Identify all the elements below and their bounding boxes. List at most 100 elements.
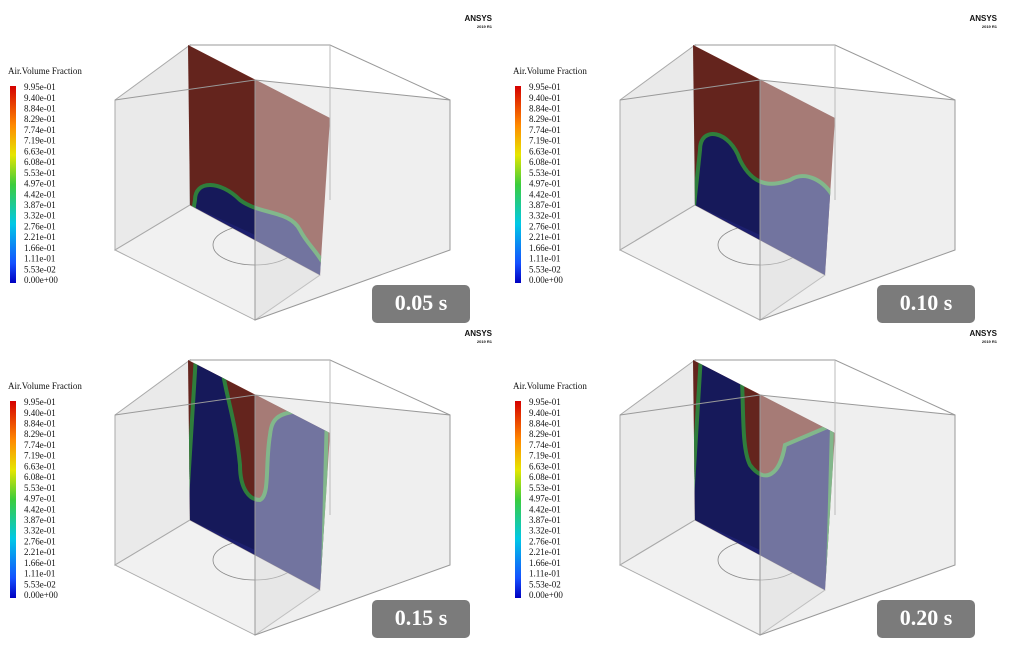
legend-label: 3.87e-01 [24,200,56,210]
legend-label: 5.53e-01 [24,483,56,493]
logo-name: ANSYS [969,329,997,338]
legend-label: 3.32e-01 [529,211,561,221]
legend-label: 8.84e-01 [24,419,56,429]
legend-label: 2.76e-01 [24,536,56,546]
legend-label: 3.32e-01 [24,211,56,221]
legend-label: 2.21e-01 [529,232,561,242]
logo-version: 2019 R1 [477,339,493,344]
cube-face [254,79,451,321]
legend-label: 7.19e-01 [24,136,56,146]
cube-face [759,79,956,321]
cube-edge [619,79,761,320]
legend-label: 4.97e-01 [529,179,561,189]
legend-label: 0.00e+00 [24,590,58,600]
cube-edge [114,79,256,320]
cube-edge [114,394,256,635]
legend-label: 0.00e+00 [529,275,563,285]
logo-version: 2019 R1 [477,24,493,29]
slice-shade [188,360,255,550]
legend-label: 8.29e-01 [529,429,561,439]
slice-shade [693,360,760,550]
legend-label: 1.11e-01 [24,569,55,579]
legend-label: 0.00e+00 [529,590,563,600]
legend-label: 4.42e-01 [24,504,56,514]
legend-label: 9.40e-01 [529,408,561,418]
legend-label: 1.66e-01 [529,558,561,568]
legend-label: 4.97e-01 [24,179,56,189]
legend-label: 7.74e-01 [24,125,56,135]
legend-label: 7.74e-01 [529,440,561,450]
legend-label: 5.53e-01 [529,483,561,493]
legend-label: 7.74e-01 [24,440,56,450]
legend-label: 3.87e-01 [24,515,56,525]
legend-label: 6.63e-01 [529,146,561,156]
legend-label: 1.11e-01 [24,254,55,264]
legend-label: 8.29e-01 [24,114,56,124]
legend-label: 2.21e-01 [24,547,56,557]
legend-label: 9.40e-01 [24,408,56,418]
legend-label: 7.19e-01 [529,451,561,461]
legend-label: 8.29e-01 [24,429,56,439]
legend-label: 3.87e-01 [529,200,561,210]
legend-label: 2.21e-01 [24,232,56,242]
legend-label: 4.42e-01 [529,189,561,199]
legend-label: 6.63e-01 [24,146,56,156]
legend-label: 5.53e-02 [24,264,56,274]
panel: Air.Volume Fraction 9.95e-019.40e-018.84e… [513,14,998,323]
legend-label: 6.08e-01 [24,157,56,167]
legend-label: 6.08e-01 [529,472,561,482]
legend-label: 2.76e-01 [529,221,561,231]
legend-title: Air.Volume Fraction [8,66,82,76]
time-badge [372,600,470,638]
legend-label: 1.11e-01 [529,569,560,579]
panel: Air.Volume Fraction 9.95e-019.40e-018.84e… [8,14,493,323]
time-label: 0.05 s [395,290,448,315]
time-badge [372,285,470,323]
legend-label: 2.76e-01 [24,221,56,231]
legend-label: 3.32e-01 [529,526,561,536]
legend-label: 3.32e-01 [24,526,56,536]
color-bar [515,86,521,283]
time-label: 0.10 s [900,290,953,315]
legend-label: 4.42e-01 [24,189,56,199]
logo-name: ANSYS [464,329,492,338]
legend-title: Air.Volume Fraction [8,381,82,391]
color-bar [10,401,16,598]
color-bar [515,401,521,598]
legend-label: 8.84e-01 [529,104,561,114]
legend-label: 3.87e-01 [529,515,561,525]
panel: Air.Volume Fraction 9.95e-019.40e-018.84e… [513,329,998,638]
legend-label: 6.63e-01 [529,461,561,471]
cube-face [759,394,956,636]
legend-label: 9.40e-01 [529,93,561,103]
legend-label: 1.66e-01 [24,243,56,253]
legend-label: 5.53e-01 [529,168,561,178]
legend-label: 4.97e-01 [24,494,56,504]
legend-label: 6.08e-01 [24,472,56,482]
cube-face [254,394,451,636]
legend-label: 9.95e-01 [529,397,561,407]
legend-label: 6.08e-01 [529,157,561,167]
slice-shade [693,45,760,235]
legend-label: 7.74e-01 [529,125,561,135]
logo-version: 2019 R1 [982,339,998,344]
legend-label: 2.21e-01 [529,547,561,557]
color-bar [10,86,16,283]
legend-label: 1.11e-01 [529,254,560,264]
legend-label: 5.53e-02 [529,579,561,589]
panel: Air.Volume Fraction 9.95e-019.40e-018.84e… [8,329,493,638]
legend-label: 5.53e-02 [529,264,561,274]
legend-label: 4.42e-01 [529,504,561,514]
time-badge [877,600,975,638]
legend-label: 8.84e-01 [529,419,561,429]
time-label: 0.15 s [395,605,448,630]
legend-label: 8.29e-01 [529,114,561,124]
cube-edge [619,394,761,635]
legend-label: 7.19e-01 [529,136,561,146]
legend-label: 7.19e-01 [24,451,56,461]
time-badge [877,285,975,323]
legend-title: Air.Volume Fraction [513,66,587,76]
legend-label: 1.66e-01 [529,243,561,253]
logo-version: 2019 R1 [982,24,998,29]
